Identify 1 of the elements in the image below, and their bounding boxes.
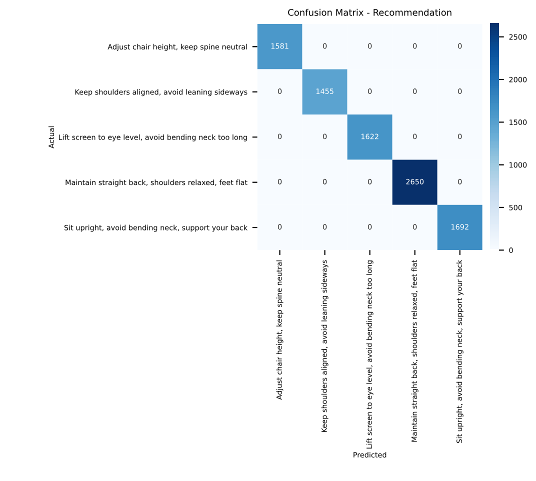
chart-title: Confusion Matrix - Recommendation (288, 8, 452, 16)
